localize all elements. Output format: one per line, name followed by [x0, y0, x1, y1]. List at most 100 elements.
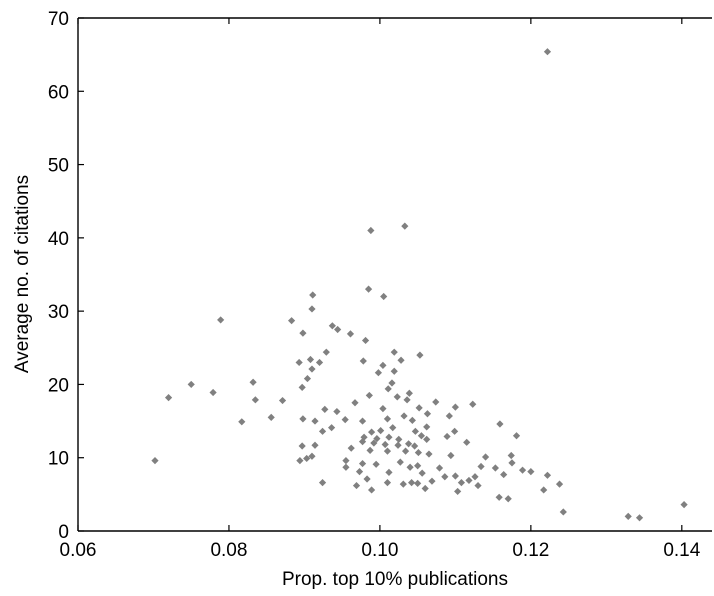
data-point	[379, 361, 387, 369]
data-point	[388, 379, 396, 387]
data-point	[414, 479, 422, 487]
data-points-layer	[151, 48, 688, 522]
data-point	[443, 432, 451, 441]
data-point	[401, 447, 410, 455]
data-point	[308, 365, 316, 373]
data-point	[408, 479, 416, 487]
data-point	[334, 325, 342, 334]
data-point	[333, 407, 341, 416]
data-point	[321, 405, 329, 413]
data-point	[441, 473, 449, 481]
data-point	[507, 451, 515, 460]
data-point	[303, 454, 311, 463]
data-point	[397, 356, 405, 364]
data-point	[423, 410, 432, 418]
y-tick-label: 60	[48, 82, 69, 103]
data-point	[395, 435, 403, 443]
data-point	[328, 424, 336, 432]
data-point	[635, 514, 644, 522]
data-point	[394, 441, 402, 449]
y-tick-label: 0	[58, 522, 69, 543]
data-point	[298, 442, 306, 450]
data-point	[303, 374, 312, 383]
data-point	[555, 480, 564, 488]
data-point	[384, 385, 392, 393]
data-point	[400, 412, 408, 420]
x-tick-label: 0.10	[361, 540, 398, 561]
data-point	[249, 378, 257, 386]
data-point	[527, 468, 535, 476]
data-point	[512, 432, 521, 440]
data-point	[383, 479, 392, 487]
data-point	[463, 438, 471, 446]
data-point	[370, 439, 378, 447]
data-point	[418, 469, 426, 477]
data-point	[432, 398, 440, 406]
data-point	[318, 427, 327, 435]
data-point	[423, 435, 431, 443]
data-point	[315, 358, 324, 367]
data-point	[164, 394, 173, 402]
data-point	[366, 446, 374, 454]
data-point	[352, 481, 361, 490]
data-point	[209, 388, 217, 397]
data-point	[360, 433, 368, 441]
data-point	[311, 441, 319, 449]
data-point	[278, 396, 287, 405]
data-point	[504, 495, 512, 503]
x-tick-label: 0.08	[210, 540, 247, 561]
data-point	[454, 487, 462, 496]
data-point	[363, 475, 371, 483]
data-point	[295, 358, 303, 367]
data-point	[368, 428, 376, 436]
plot-area-background	[78, 18, 712, 531]
data-point	[306, 355, 315, 364]
y-tick-label: 40	[48, 229, 69, 250]
data-point	[508, 459, 516, 467]
data-point	[390, 348, 398, 356]
data-point	[477, 462, 485, 471]
data-point	[417, 432, 426, 440]
data-point	[451, 403, 459, 411]
data-point	[365, 391, 373, 400]
y-tick-label: 10	[48, 449, 69, 470]
data-point	[358, 459, 367, 468]
data-point	[680, 501, 688, 509]
data-point	[368, 486, 376, 494]
data-point	[447, 451, 455, 460]
data-point	[358, 417, 367, 425]
x-tick-label: 0.14	[663, 540, 700, 561]
data-point	[451, 427, 459, 435]
data-point	[408, 416, 416, 424]
data-point	[495, 493, 503, 501]
ticks-layer: 0.06 0.08 0.10 0.12 0.14 0 10 20 30 40 50 60 70	[48, 9, 701, 561]
data-point	[385, 433, 393, 441]
data-point	[359, 357, 367, 365]
y-tick-label: 30	[48, 302, 69, 323]
data-point	[374, 369, 382, 377]
data-point	[355, 468, 364, 476]
data-point	[322, 348, 330, 356]
data-point	[435, 464, 444, 472]
data-point	[496, 420, 504, 428]
x-axis-title: Prop. top 10% publications	[282, 569, 508, 590]
data-point	[518, 466, 527, 474]
data-point	[342, 463, 350, 471]
data-point	[151, 457, 159, 465]
data-point	[451, 472, 459, 480]
data-point	[500, 470, 508, 479]
data-point	[238, 418, 246, 426]
data-point	[428, 477, 436, 485]
data-point	[217, 316, 225, 324]
data-point	[404, 440, 413, 448]
data-point	[445, 412, 453, 420]
y-tick-label: 50	[48, 156, 69, 177]
data-point	[267, 413, 275, 422]
data-point	[543, 48, 552, 56]
data-point	[381, 440, 389, 449]
data-point	[425, 450, 433, 458]
data-point	[251, 396, 259, 404]
data-point	[389, 424, 397, 432]
data-point	[341, 416, 349, 424]
